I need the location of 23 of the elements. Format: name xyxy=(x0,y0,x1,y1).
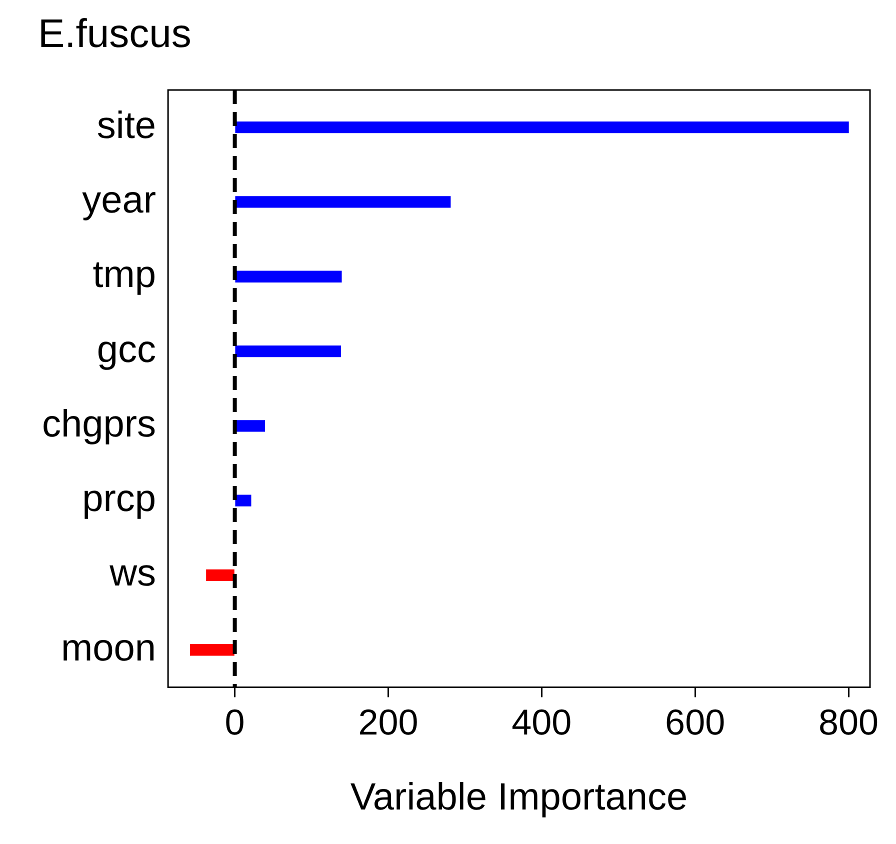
y-tick-label: moon xyxy=(60,627,156,670)
y-tick-label: ws xyxy=(108,552,156,595)
x-tick-label: 400 xyxy=(512,702,572,743)
y-tick-label: gcc xyxy=(96,328,156,371)
x-tick-label: 0 xyxy=(224,702,245,743)
bar xyxy=(235,345,341,358)
x-tick-label: 600 xyxy=(665,702,726,743)
y-tick-label: site xyxy=(96,104,156,147)
bar xyxy=(235,196,451,208)
x-tick-label: 200 xyxy=(358,702,418,743)
chart-title: E.fuscus xyxy=(38,12,192,56)
bar xyxy=(206,569,234,582)
y-tick-label: prcp xyxy=(82,478,156,520)
x-axis-title: Variable Importance xyxy=(350,776,688,819)
bar xyxy=(235,121,849,134)
bar xyxy=(235,420,266,432)
bar xyxy=(190,644,234,656)
bar xyxy=(235,494,252,506)
y-tick-label: chgprs xyxy=(42,403,156,446)
bar xyxy=(235,270,342,282)
x-tick-label: 800 xyxy=(818,702,879,743)
y-tick-label: year xyxy=(82,179,156,222)
y-tick-label: tmp xyxy=(92,254,156,296)
